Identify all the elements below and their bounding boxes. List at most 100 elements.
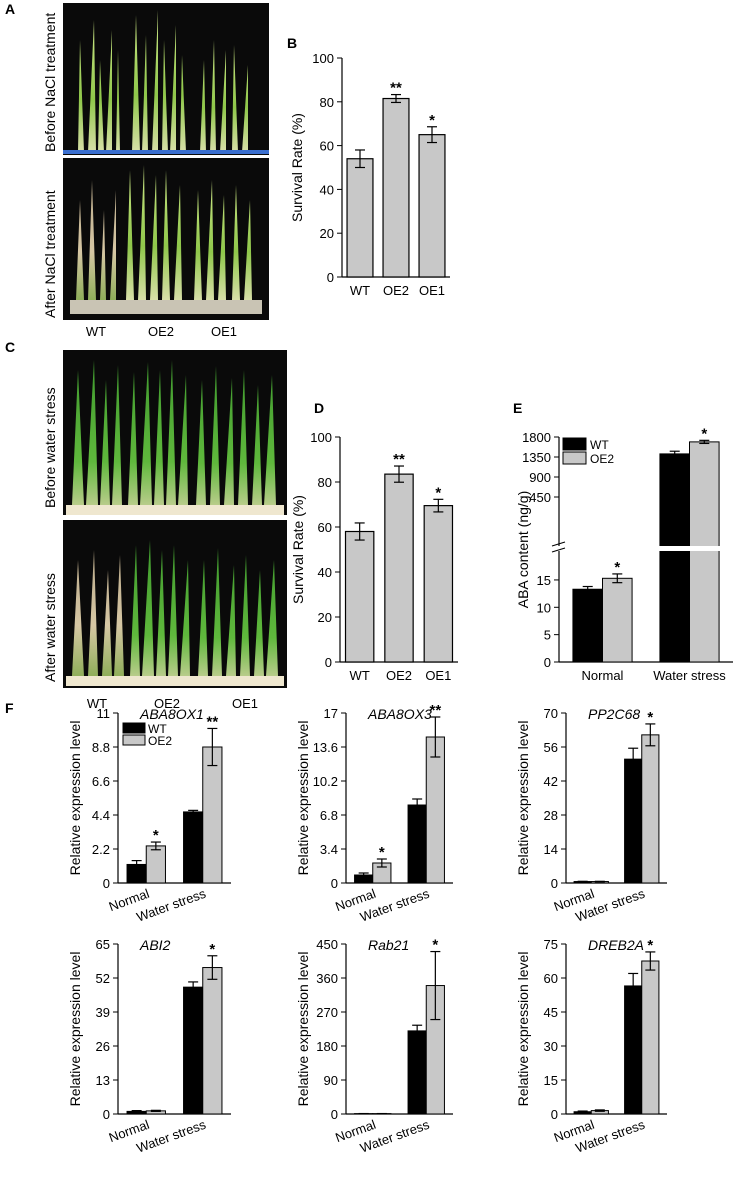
y-tick-label-4: 80 (320, 95, 334, 110)
y-axis-label: Survival Rate (%) (290, 495, 306, 604)
y-tick-label-3: 270 (316, 1005, 338, 1020)
y-tick-label-3: 42 (544, 774, 558, 789)
y-tick-label-2: 6.8 (320, 808, 338, 823)
panel-label-b: B (287, 35, 297, 51)
significance-oe1: * (429, 112, 435, 129)
gene-title: DREB2A (588, 937, 644, 953)
photo-a-label-wt: WT (86, 324, 106, 339)
y-tick-label-5: 11 (97, 706, 111, 721)
chart-f-aba8ox3: Relative expression level ABA8OX3 0 3.4 6.8 1… (295, 702, 453, 925)
panel-c-photos: Before water stress After water stress W… (42, 350, 287, 711)
y-tick-label-0: 0 (551, 1107, 558, 1122)
caption-after-nacl: After NaCl treatment (42, 190, 58, 318)
y-tick-label-3: 45 (544, 1005, 558, 1020)
photo-a-label-oe1: OE1 (211, 324, 237, 339)
x-tick-label-normal: Normal (582, 668, 624, 683)
legend-swatch-oe2 (562, 451, 587, 465)
significance-normal-oe2: * (614, 559, 620, 576)
y-tick-label-5: 70 (544, 706, 558, 721)
legend-swatch-wt (122, 722, 146, 734)
y-tick-label-upper-1: 900 (529, 470, 551, 485)
y-tick-label-5: 17 (324, 706, 338, 721)
y-axis-label: Relative expression level (515, 721, 531, 876)
y-tick-label-1: 15 (544, 1073, 558, 1088)
axis-break-slash-top (551, 541, 566, 547)
y-tick-label-3: 10.2 (313, 774, 338, 789)
axis-break-slash-bottom (551, 547, 566, 553)
y-tick-label-lower-3: 15 (537, 573, 551, 588)
gene-title: ABA8OX3 (367, 706, 432, 722)
y-tick-label-2: 26 (96, 1039, 110, 1054)
y-tick-label-lower-2: 10 (537, 600, 551, 615)
panel-label-e: E (513, 400, 522, 416)
significance-water-stress-oe2: * (209, 941, 215, 958)
y-axis-label: ABA content (ng/g) (515, 491, 531, 609)
photo-c-label-oe2: OE2 (154, 696, 180, 711)
y-tick-label-0: 0 (551, 876, 558, 891)
y-tick-label-3: 60 (318, 520, 332, 535)
y-tick-label-2: 40 (320, 182, 334, 197)
y-tick-label-1: 20 (318, 610, 332, 625)
y-tick-label-lower-1: 5 (544, 628, 551, 643)
bar-oe1 (418, 134, 446, 278)
y-tick-label-4: 56 (544, 740, 558, 755)
caption-before-water-stress: Before water stress (42, 387, 58, 508)
bar-oe2 (384, 473, 414, 663)
bar-water-stress-oe2 (689, 441, 720, 663)
legend-swatch-oe2 (122, 734, 146, 746)
plants-after-water-stress (66, 540, 284, 686)
legend-label-wt: WT (590, 438, 609, 452)
significance-oe1: * (435, 484, 441, 501)
significance-normal-oe2: * (379, 844, 385, 861)
chart-f-pp2c68: Relative expression level PP2C68 0 14 28 42 56… (515, 706, 667, 925)
chart-b-survival-nacl: B Survival Rate (%) 0 20 40 60 80 100 WT ** OE2 * OE… (287, 35, 450, 298)
bar-water-stress-oe2 (202, 746, 223, 884)
bar-water-stress-oe2 (202, 967, 223, 1115)
y-tick-label-1: 13 (96, 1073, 110, 1088)
chart-f-aba8ox1: Relative expression level ABA8OX1 0 2.2 4.4 6… (67, 706, 231, 925)
plants-after-nacl (70, 165, 262, 314)
y-tick-label-5: 100 (312, 51, 334, 66)
x-tick-label-oe2: OE2 (383, 283, 409, 298)
y-tick-label-1: 14 (544, 842, 558, 857)
photo-c-label-oe1: OE1 (232, 696, 258, 711)
y-tick-label-lower-0: 0 (544, 655, 551, 670)
y-tick-label-upper-3: 1800 (522, 430, 551, 445)
chart-f-abi2: Relative expression level ABI2 0 13 26 39 52 65… (67, 937, 231, 1156)
y-axis-label: Relative expression level (515, 952, 531, 1107)
bar-water-stress-oe2 (641, 960, 660, 1115)
bar-water-stress-wt (624, 985, 643, 1115)
bar-normal-wt (572, 588, 603, 663)
chart-d-survival-water: D Survival Rate (%) 0 20 40 60 80 100 WT ** OE2 * OE… (290, 400, 458, 683)
x-tick-label-oe1: OE1 (425, 668, 451, 683)
y-tick-label-3: 6.6 (92, 774, 110, 789)
bar-water-stress-oe2 (641, 734, 660, 884)
gene-title: PP2C68 (588, 706, 640, 722)
y-tick-label-5: 65 (96, 937, 110, 952)
bar-oe1 (423, 505, 454, 663)
y-tick-label-4: 80 (318, 475, 332, 490)
y-tick-label-0: 0 (331, 876, 338, 891)
y-axis-label: Relative expression level (295, 952, 311, 1107)
bar-normal-oe2 (145, 845, 166, 884)
photo-c-label-wt: WT (87, 696, 107, 711)
caption-after-water-stress: After water stress (42, 573, 58, 682)
y-tick-label-0: 0 (103, 876, 110, 891)
y-tick-label-2: 30 (544, 1039, 558, 1054)
y-tick-label-5: 100 (310, 430, 332, 445)
bar-water-stress-wt (183, 811, 204, 884)
plants-before-water-stress (66, 360, 284, 515)
x-tick-label-oe2: OE2 (386, 668, 412, 683)
chart-f-dreb2a: Relative expression level DREB2A 0 15 30 45 60… (515, 937, 667, 1156)
panel-label-f: F (5, 700, 14, 716)
bar-wt (346, 158, 374, 278)
panel-a-photos: Before NaCl treatment After NaCl treatme… (42, 3, 269, 339)
gene-title: ABI2 (139, 937, 171, 953)
bar-water-stress-wt (407, 1030, 427, 1115)
bar-water-stress-wt (624, 758, 643, 884)
caption-before-nacl: Before NaCl treatment (42, 13, 58, 152)
y-tick-label-2: 180 (316, 1039, 338, 1054)
significance-normal-oe2: * (153, 827, 159, 844)
y-tick-label-2: 28 (544, 808, 558, 823)
bar-water-stress-wt (183, 986, 204, 1115)
